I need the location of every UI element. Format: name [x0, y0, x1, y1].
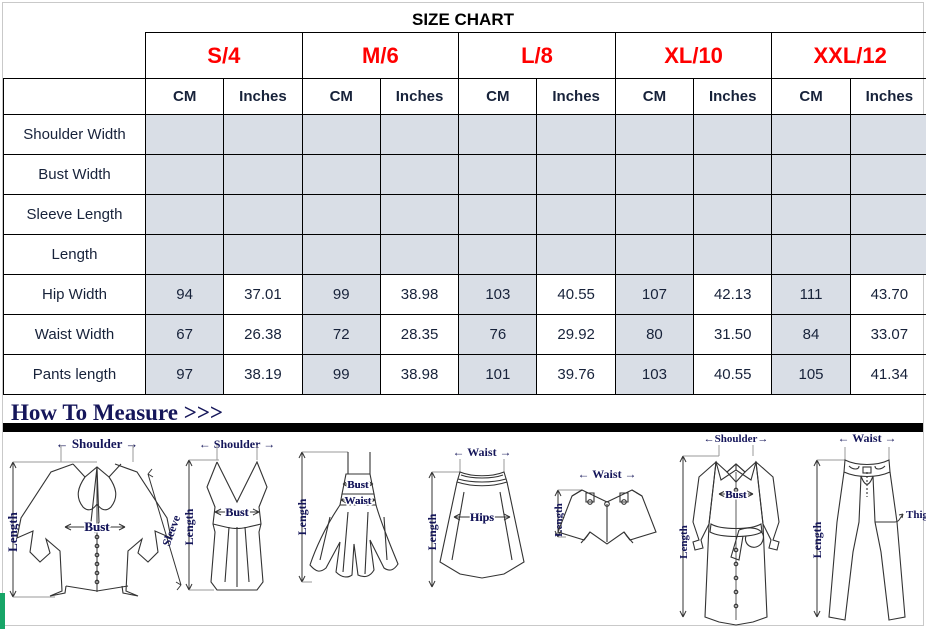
svg-text:← Shoulder →: ← Shoulder →: [199, 437, 275, 451]
svg-text:Length: Length: [810, 521, 824, 558]
svg-text:Length: Length: [425, 513, 439, 550]
svg-text:Bust: Bust: [225, 505, 248, 519]
svg-text:← Waist →: ← Waist →: [837, 432, 896, 445]
svg-text:Waist: Waist: [345, 495, 372, 507]
svg-text:← Waist →: ← Waist →: [577, 467, 636, 481]
svg-text:Bust: Bust: [725, 489, 747, 501]
svg-text:Length: Length: [182, 508, 196, 545]
svg-text:Sleeve: Sleeve: [159, 513, 183, 548]
svg-text:Hips: Hips: [470, 510, 494, 524]
svg-text:← Shoulder →: ← Shoulder →: [56, 436, 139, 451]
svg-text:Bust: Bust: [84, 519, 110, 534]
svg-text:← Waist →: ← Waist →: [452, 445, 511, 459]
svg-text:Bust: Bust: [347, 479, 369, 491]
svg-text:Thigh: Thigh: [906, 509, 926, 521]
svg-text:Length: Length: [678, 525, 690, 559]
svg-text:←Shoulder→: ←Shoulder→: [704, 433, 769, 445]
svg-text:Length: Length: [295, 498, 309, 535]
